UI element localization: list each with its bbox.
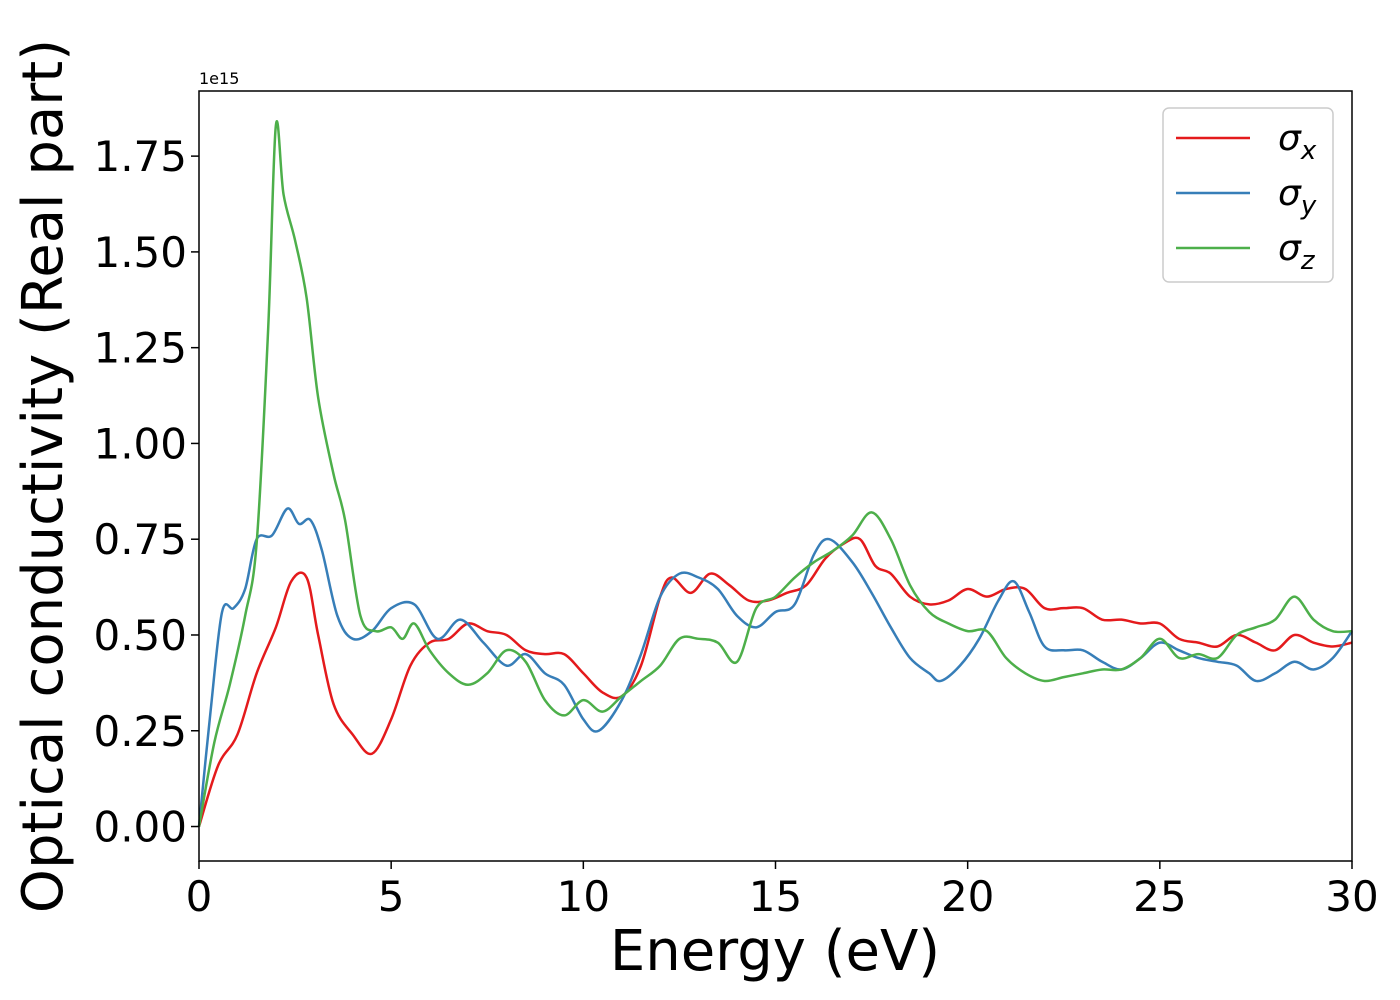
x-tick-label: 15 — [749, 872, 802, 921]
y-tick-label: 1.00 — [93, 419, 187, 468]
x-tick-label: 30 — [1325, 872, 1378, 921]
series-line-sigma-x — [197, 536, 1353, 827]
y-axis: 0.00 0.25 0.50 0.75 1.00 1.25 1.50 1.75 — [93, 132, 199, 852]
y-tick-label: 0.75 — [93, 515, 187, 564]
x-tick-label: 5 — [378, 872, 405, 921]
y-axis-title: Optical conductivity (Real part) — [11, 39, 76, 913]
x-tick-label: 10 — [557, 872, 610, 921]
legend-box — [1162, 107, 1334, 283]
y-offset-label: 1e15 — [199, 69, 239, 88]
legend-label-y: σy — [1278, 173, 1317, 221]
y-tick-label: 0.00 — [93, 803, 187, 852]
y-tick-label: 0.25 — [93, 707, 187, 756]
y-tick-label: 0.50 — [93, 611, 187, 660]
x-tick-label: 20 — [941, 872, 994, 921]
legend-label-z: σz — [1278, 228, 1316, 276]
x-axis-title: Energy (eV) — [610, 919, 940, 984]
series-line-sigma-z — [197, 120, 1353, 827]
legend-label-x: σx — [1278, 118, 1317, 166]
legend: σx σy σz — [1162, 107, 1334, 283]
x-tick-label: 25 — [1133, 872, 1186, 921]
y-tick-label: 1.50 — [93, 228, 187, 277]
x-tick-label: 0 — [186, 872, 213, 921]
x-axis: 0 5 10 15 20 25 30 — [186, 861, 1379, 921]
series-layer — [197, 120, 1354, 827]
y-tick-label: 1.75 — [93, 132, 187, 181]
series-line-sigma-y — [197, 507, 1354, 827]
y-tick-label: 1.25 — [93, 324, 187, 373]
